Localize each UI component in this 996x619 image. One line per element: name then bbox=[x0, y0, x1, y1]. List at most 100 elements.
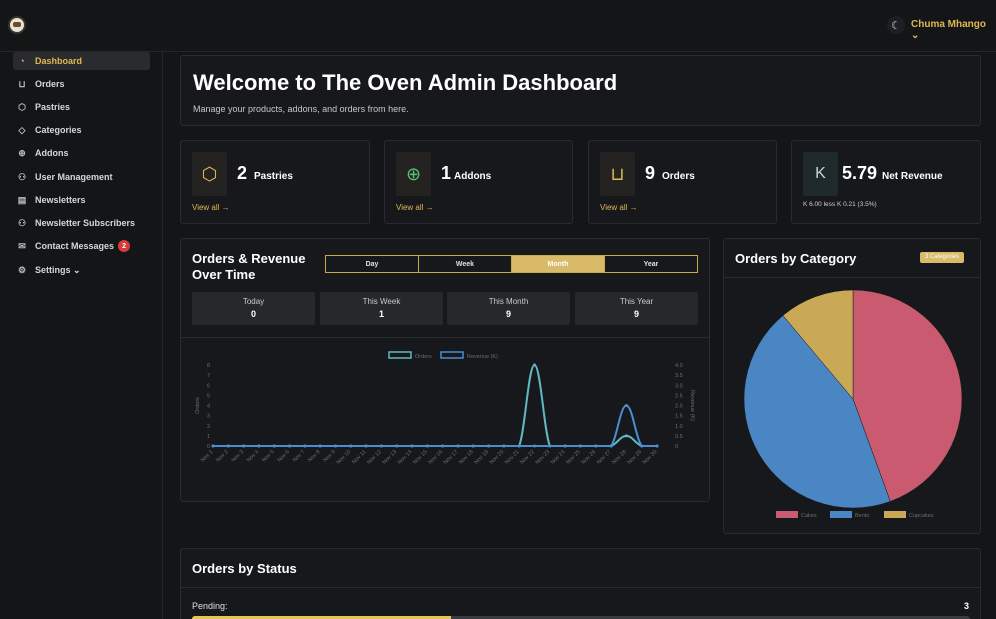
data-point bbox=[548, 444, 552, 448]
x-tick-label: Nov 25 bbox=[565, 449, 582, 466]
sidebar-item-dashboard[interactable]: ◔ Dashboard bbox=[13, 52, 150, 70]
view-all-orders-link[interactable]: View all → bbox=[600, 203, 638, 212]
data-point bbox=[502, 444, 506, 448]
legend-label: Cakes bbox=[801, 513, 817, 519]
x-tick-label: Nov 5 bbox=[261, 449, 275, 463]
x-tick-label: Nov 13 bbox=[382, 449, 399, 466]
data-point bbox=[410, 444, 414, 448]
page-title: Welcome to The Oven Admin Dashboard bbox=[193, 70, 618, 95]
sidebar-item-categories[interactable]: ◇ Categories bbox=[13, 121, 150, 139]
status-count-pending: 3 bbox=[963, 601, 969, 611]
sidebar-item-addons[interactable]: ⊕ Addons bbox=[13, 144, 150, 162]
x-tick-label: Nov 2 bbox=[215, 449, 229, 463]
x-tick-label: Nov 3 bbox=[231, 449, 245, 463]
sidebar-item-pastries[interactable]: ⬡ Pastries bbox=[13, 98, 150, 116]
period-value: 9 bbox=[633, 309, 639, 319]
data-point bbox=[349, 444, 353, 448]
x-tick-label: Nov 18 bbox=[458, 449, 475, 466]
sidebar-item-orders[interactable]: ⊔ Orders bbox=[13, 75, 150, 93]
sidebar-item-user-management[interactable]: ⚇ User Management bbox=[13, 168, 150, 186]
data-point bbox=[640, 444, 644, 448]
plus-circle-icon: ⊕ bbox=[18, 147, 26, 158]
y-tick-label: 8 bbox=[207, 363, 210, 369]
data-point bbox=[487, 444, 491, 448]
toggle-month[interactable]: Month bbox=[512, 256, 605, 272]
view-all-pastries-link[interactable]: View all → bbox=[192, 203, 230, 212]
legend-swatch bbox=[388, 351, 412, 359]
net-revenue-breakdown: K 6.00 less K 0.21 (3.5%) bbox=[803, 201, 877, 208]
gear-icon: ⚙ bbox=[17, 264, 27, 275]
toggle-week[interactable]: Week bbox=[419, 256, 512, 272]
sidebar-item-contact-messages[interactable]: ✉ Contact Messages 2 bbox=[13, 237, 150, 255]
title-line: Orders & Revenue bbox=[192, 251, 306, 266]
cart-icon: ⊔ bbox=[600, 152, 635, 196]
cart-icon: ⊔ bbox=[18, 78, 26, 89]
x-tick-label: Nov 20 bbox=[489, 449, 506, 466]
envelope-icon: ✉ bbox=[18, 240, 26, 251]
sidebar-item-label: Addons bbox=[35, 148, 69, 158]
sidebar-item-newsletter-subscribers[interactable]: ⚇ Newsletter Subscribers bbox=[13, 214, 150, 232]
x-tick-label: Nov 28 bbox=[611, 449, 628, 466]
data-point bbox=[257, 444, 261, 448]
y2-tick-label: 1.0 bbox=[675, 424, 683, 430]
y2-tick-label: 4.0 bbox=[675, 363, 683, 369]
orders-by-category-card: Orders by Category 3 Categories Cakes Ben… bbox=[723, 238, 981, 534]
orders-by-category-pie-chart: Cakes Bento Cupcakes bbox=[743, 289, 963, 519]
stat-card-net-revenue: K 5.79 Net Revenue K 6.00 less K 0.21 (3… bbox=[791, 140, 981, 224]
logo-icon[interactable] bbox=[8, 16, 26, 34]
x-tick-label: Nov 14 bbox=[397, 449, 414, 466]
y2-tick-label: 0.5 bbox=[675, 434, 683, 440]
progress-fill bbox=[192, 616, 452, 619]
y2-tick-label: 2.5 bbox=[675, 393, 683, 399]
x-tick-label: Nov 19 bbox=[473, 449, 490, 466]
y2-tick-label: 3.0 bbox=[675, 383, 683, 389]
toggle-day[interactable]: Day bbox=[326, 256, 419, 272]
status-label-pending: Pending: bbox=[192, 601, 228, 611]
period-value: 9 bbox=[505, 309, 511, 319]
sidebar-item-newsletters[interactable]: ▤ Newsletters bbox=[13, 191, 150, 209]
pie-slice-bento bbox=[743, 315, 891, 509]
stat-value: 9 bbox=[645, 163, 656, 183]
theme-toggle-moon-icon[interactable]: ☾ bbox=[887, 16, 905, 34]
box-icon: ⬡ bbox=[192, 152, 227, 196]
newspaper-icon: ▤ bbox=[17, 194, 27, 205]
toggle-year[interactable]: Year bbox=[643, 260, 659, 268]
unread-count-badge: 2 bbox=[118, 240, 131, 252]
data-point bbox=[333, 444, 337, 448]
legend-swatch bbox=[776, 511, 798, 518]
data-point bbox=[609, 444, 613, 448]
categories-count-badge: 3 Categories bbox=[920, 252, 965, 263]
data-point bbox=[379, 444, 383, 448]
tag-icon: ◇ bbox=[18, 124, 26, 135]
x-tick-label: Nov 11 bbox=[351, 449, 367, 465]
sidebar-item-label: Dashboard bbox=[35, 56, 83, 66]
stat-label: Orders bbox=[662, 171, 695, 182]
x-tick-label: Nov 1 bbox=[200, 449, 214, 463]
y-tick-label: 2 bbox=[207, 424, 210, 430]
series-line-revenue bbox=[212, 404, 657, 447]
data-point bbox=[226, 444, 230, 448]
period-label: This Month bbox=[488, 297, 529, 306]
page-subtitle: Manage your products, addons, and orders… bbox=[193, 104, 409, 114]
pie-slice-cupcakes bbox=[782, 289, 854, 400]
data-point bbox=[303, 444, 307, 448]
y-tick-label: 1 bbox=[207, 434, 210, 440]
period-this-week: This Week 1 bbox=[320, 292, 443, 325]
legend-label: Bento bbox=[855, 513, 869, 519]
user-menu[interactable]: Chuma Mhango ⌄ bbox=[911, 19, 986, 41]
title-line: Over Time bbox=[192, 267, 256, 282]
data-point bbox=[211, 444, 215, 448]
data-point bbox=[578, 444, 582, 448]
sidebar-item-settings[interactable]: ⚙ Settings ⌄ bbox=[13, 261, 150, 279]
legend-label: Revenue (K) bbox=[467, 354, 498, 360]
legend-label: Cupcakes bbox=[909, 513, 934, 519]
pie-slice-cakes bbox=[852, 289, 963, 502]
x-tick-label: Nov 30 bbox=[642, 449, 659, 466]
y2-axis-label: Revenue (K) bbox=[689, 390, 695, 421]
x-tick-label: Nov 16 bbox=[427, 449, 444, 466]
users-icon: ⚇ bbox=[17, 217, 27, 228]
sidebar-item-label: Newsletters bbox=[35, 195, 86, 205]
period-label: This Year bbox=[619, 297, 654, 306]
view-all-addons-link[interactable]: View all → bbox=[396, 203, 434, 212]
x-tick-label: Nov 15 bbox=[412, 449, 429, 466]
